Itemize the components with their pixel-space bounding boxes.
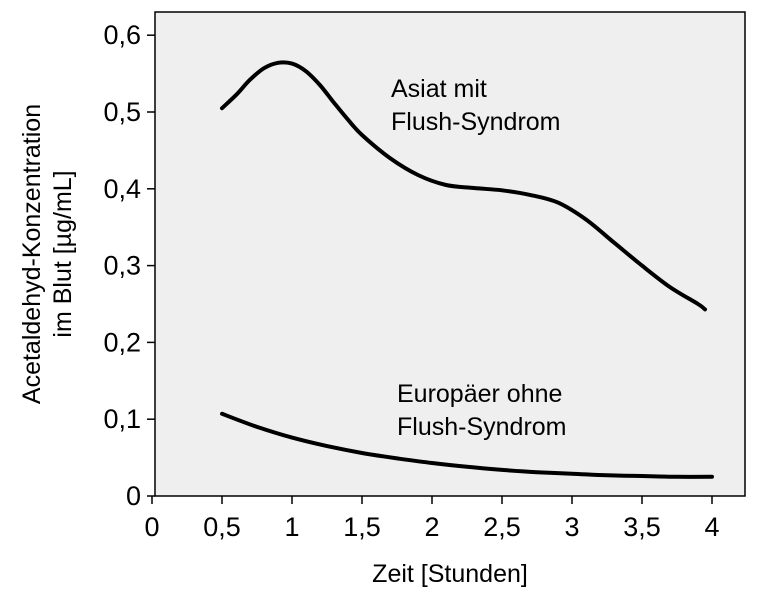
y-tick-label: 0,4 <box>103 174 141 204</box>
annotation-european-line-2: Flush-Syndrom <box>397 413 567 441</box>
series-line-european-no-flush <box>220 411 714 479</box>
y-tick-label: 0,3 <box>103 251 141 281</box>
x-tick-label: 2 <box>424 512 439 542</box>
plot-area <box>154 11 746 497</box>
x-tick-label: 1 <box>284 512 299 542</box>
y-tick-label: 0,2 <box>103 327 141 357</box>
series-layer <box>220 60 714 479</box>
x-tick-label: 2,5 <box>483 512 521 542</box>
x-tick-label: 0,5 <box>203 512 241 542</box>
x-tick-label: 3 <box>564 512 579 542</box>
x-tick-label: 0 <box>144 512 159 542</box>
y-axis: 0 0,1 0,2 0,3 0,4 0,5 0,6 <box>103 20 155 511</box>
y-tick-label: 0,5 <box>103 97 141 127</box>
y-axis-title-line-2: im Blut [µg/mL] <box>49 170 77 337</box>
annotation-asian-line-2: Flush-Syndrom <box>391 108 561 136</box>
x-tick-label: 1,5 <box>343 512 381 542</box>
y-tick-label: 0,1 <box>103 404 141 434</box>
annotation-asian-line-1: Asiat mit <box>391 75 487 103</box>
y-tick-label: 0 <box>126 481 141 511</box>
series-line-asian-flush <box>220 60 707 312</box>
x-axis: 0 0,5 1 1,5 2 2,5 3 3,5 4 <box>144 496 720 542</box>
x-axis-title: Zeit [Stunden] <box>372 560 528 588</box>
x-tick-label: 4 <box>704 512 719 542</box>
x-tick-label: 3,5 <box>623 512 661 542</box>
y-tick-label: 0,6 <box>103 20 141 50</box>
y-axis-title-line-1: Acetaldehyd-Konzentration <box>18 104 46 404</box>
annotation-european-line-1: Europäer ohne <box>397 380 562 408</box>
